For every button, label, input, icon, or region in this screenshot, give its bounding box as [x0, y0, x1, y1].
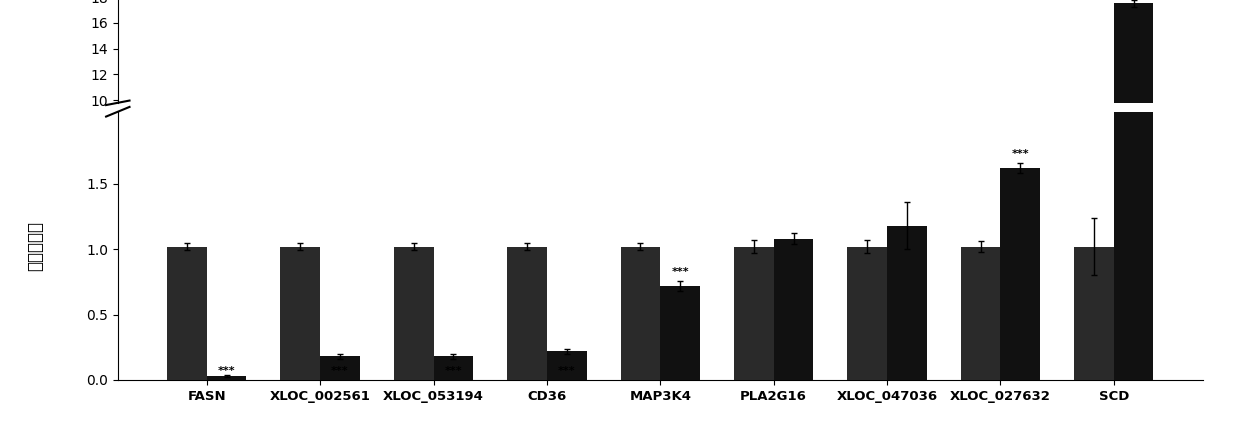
Bar: [620, 246, 660, 380]
Bar: [207, 376, 247, 380]
Bar: [734, 216, 774, 229]
Bar: [320, 227, 360, 229]
Bar: [547, 351, 587, 380]
Bar: [1074, 246, 1114, 380]
Bar: [887, 226, 926, 380]
Bar: [1074, 216, 1114, 229]
Bar: [280, 246, 320, 380]
Bar: [394, 216, 434, 229]
Bar: [547, 227, 587, 229]
Text: 相对表达量: 相对表达量: [26, 221, 43, 271]
Bar: [507, 216, 547, 229]
Text: ***: ***: [671, 266, 689, 277]
Bar: [320, 356, 360, 380]
Bar: [847, 246, 887, 380]
Text: ***: ***: [331, 366, 348, 376]
Bar: [847, 216, 887, 229]
Bar: [1001, 208, 1040, 229]
Bar: [394, 246, 434, 380]
Bar: [620, 216, 660, 229]
Text: ***: ***: [445, 366, 463, 376]
Bar: [660, 220, 701, 229]
Text: ***: ***: [218, 366, 236, 376]
Bar: [961, 216, 1001, 229]
Bar: [434, 227, 474, 229]
Bar: [167, 216, 207, 229]
Bar: [280, 216, 320, 229]
Text: ***: ***: [1012, 149, 1029, 159]
Bar: [1114, 4, 1153, 229]
Bar: [660, 286, 701, 380]
Bar: [734, 246, 774, 380]
Bar: [774, 215, 813, 229]
Text: ***: ***: [558, 366, 575, 376]
Bar: [167, 246, 207, 380]
Bar: [434, 356, 474, 380]
Bar: [1001, 168, 1040, 380]
Bar: [1114, 0, 1153, 380]
Bar: [774, 239, 813, 380]
Bar: [507, 246, 547, 380]
Bar: [887, 214, 926, 229]
Bar: [961, 246, 1001, 380]
